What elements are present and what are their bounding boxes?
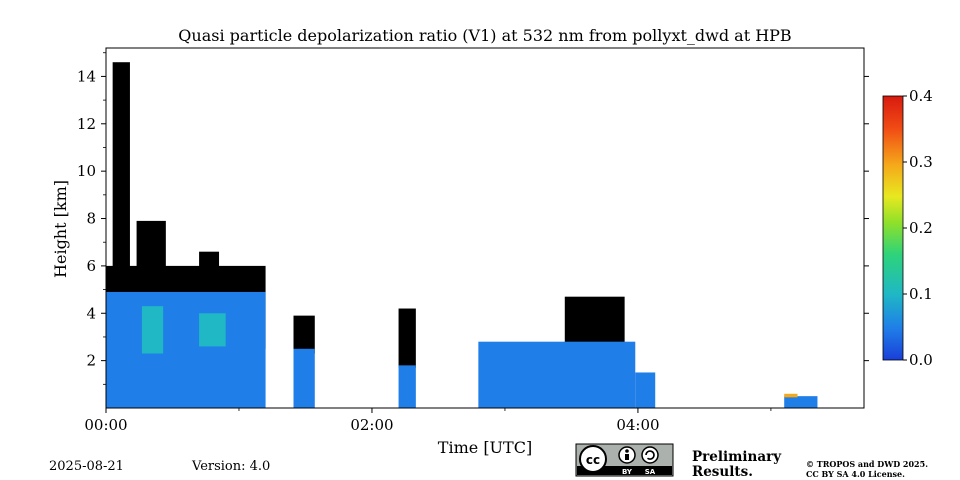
by-badge-label: BY: [622, 468, 633, 476]
depol-low-region: [478, 341, 636, 408]
colorbar-tick-label: 0.2: [909, 219, 933, 237]
cc-badge-label: cc: [586, 453, 600, 467]
depol-high-region: [784, 393, 798, 398]
footer-date: 2025-08-21: [49, 459, 124, 474]
cloud-mask-region: [112, 62, 130, 290]
y-tick-label: 10: [77, 162, 96, 180]
cc-license-badge: cc BY SA: [575, 443, 674, 477]
x-tick-label: 02:00: [350, 416, 393, 434]
y-tick-label: 12: [77, 115, 96, 133]
copyright-line2: CC BY SA 4.0 License.: [806, 469, 905, 479]
colorbar-tick-label: 0.0: [909, 351, 933, 369]
y-tick-label: 8: [86, 210, 96, 228]
cloud-mask-region: [398, 308, 416, 368]
cloud-mask-region: [293, 315, 315, 354]
y-tick-label: 4: [86, 304, 96, 322]
depol-low-region: [398, 365, 416, 408]
y-axis-label: Height [km]: [51, 180, 70, 278]
colorbar-tick-label: 0.1: [909, 285, 933, 303]
y-tick-label: 6: [86, 257, 96, 275]
y-tick-label: 2: [86, 352, 96, 370]
x-axis-label: Time [UTC]: [438, 438, 532, 457]
depol-mid-region: [199, 313, 226, 347]
depol-mid-region: [141, 306, 164, 354]
y-tick-label: 14: [77, 67, 96, 85]
preliminary-label-line1: Preliminary: [692, 449, 782, 465]
depol-low-region: [784, 396, 818, 408]
cloud-mask-region: [136, 220, 166, 290]
depol-low-region: [106, 291, 266, 408]
sa-share-icon: [641, 446, 659, 464]
x-tick-label: 04:00: [616, 416, 659, 434]
colorbar-tick-label: 0.4: [909, 87, 933, 105]
x-tick-label: 00:00: [84, 416, 127, 434]
depol-low-region: [293, 348, 315, 408]
colorbar-tick-label: 0.3: [909, 153, 933, 171]
sa-badge-label: SA: [645, 468, 656, 476]
plot-frame: [105, 47, 865, 409]
chart-title: Quasi particle depolarization ratio (V1)…: [178, 26, 791, 45]
colorbar: [882, 95, 904, 361]
preliminary-label-line2: Results.: [692, 464, 753, 480]
axis-layer: 00:00 02:00 04:00 2 4 6 8 10 12 14: [77, 52, 869, 434]
cc-icon: [579, 445, 607, 473]
depol-low-region: [635, 372, 656, 408]
footer-version: Version: 4.0: [191, 459, 270, 474]
colorbar-ticks: 0.0 0.1 0.2 0.3 0.4: [903, 87, 933, 369]
heatmap-layer: [106, 62, 818, 408]
copyright-line1: © TROPOS and DWD 2025.: [806, 459, 928, 469]
